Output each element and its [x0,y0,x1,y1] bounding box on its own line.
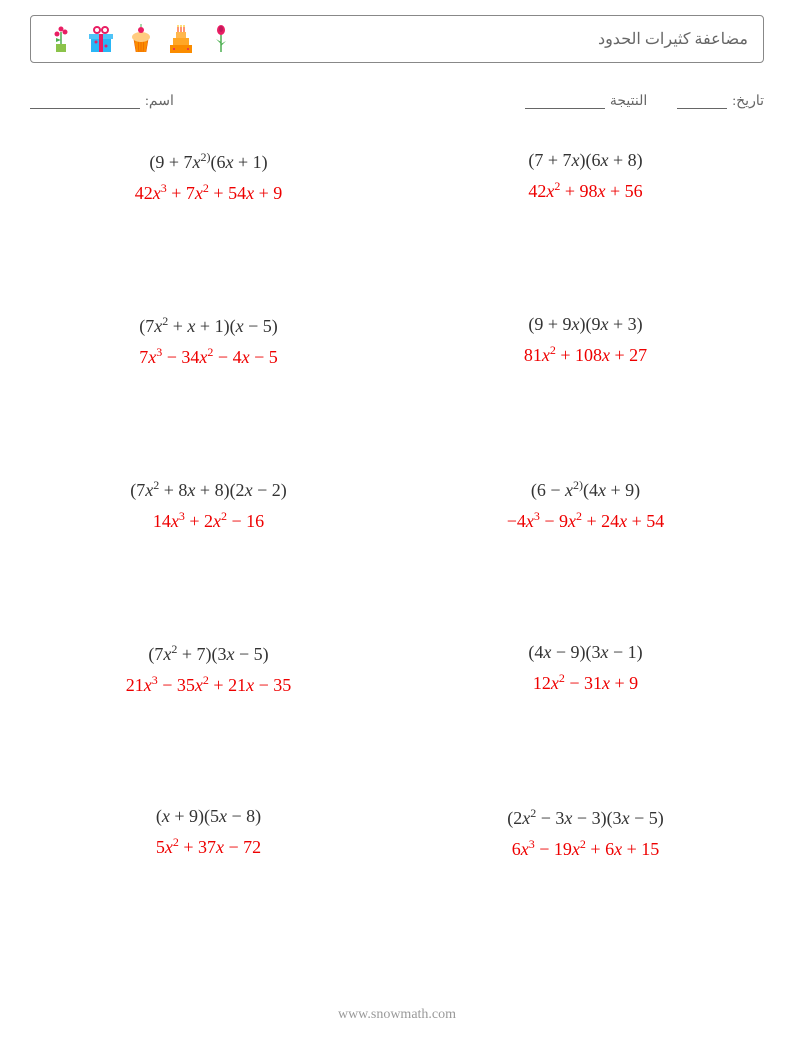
answer-4: 81x2 + 108x + 27 [417,343,754,366]
name-blank [30,95,140,109]
problem-6: (6 − x2)(4x + 9) −4x3 − 9x2 + 24x + 54 [417,478,754,532]
date-field: تاريخ: [677,93,764,110]
question-5: (7x2 + 8x + 8)(2x − 2) [40,478,377,501]
flower-pot-icon [46,24,76,54]
problem-10: (2x2 − 3x − 3)(3x − 5) 6x3 − 19x2 + 6x + … [417,806,754,860]
answer-5: 14x3 + 2x2 − 16 [40,509,377,532]
problem-1: (9 + 7x2)(6x + 1) 42x3 + 7x2 + 54x + 9 [40,150,377,204]
answer-10: 6x3 − 19x2 + 6x + 15 [417,837,754,860]
score-blank [525,95,605,109]
date-blank [677,95,727,109]
info-left: تاريخ: النتيجة [525,93,764,110]
problem-3: (7x2 + x + 1)(x − 5) 7x3 − 34x2 − 4x − 5 [40,314,377,368]
question-4: (9 + 9x)(9x + 3) [417,314,754,335]
problem-8: (4x − 9)(3x − 1) 12x2 − 31x + 9 [417,642,754,696]
problem-7: (7x2 + 7)(3x − 5) 21x3 − 35x2 + 21x − 35 [40,642,377,696]
footer: www.snowmath.com [0,1007,794,1023]
answer-9: 5x2 + 37x − 72 [40,835,377,858]
score-field: النتيجة [525,93,647,110]
problems-grid: (9 + 7x2)(6x + 1) 42x3 + 7x2 + 54x + 9 (7 … [30,150,764,860]
name-label: اسم: [145,93,174,110]
answer-1: 42x3 + 7x2 + 54x + 9 [40,181,377,204]
info-row: تاريخ: النتيجة اسم: [30,93,764,110]
answer-8: 12x2 − 31x + 9 [417,671,754,694]
question-10: (2x2 − 3x − 3)(3x − 5) [417,806,754,829]
question-6: (6 − x2)(4x + 9) [417,478,754,501]
footer-text: www.snowmath.com [338,1007,456,1022]
question-7: (7x2 + 7)(3x − 5) [40,642,377,665]
cake-icon [166,24,196,54]
answer-2: 42x2 + 98x + 56 [417,179,754,202]
question-2: (7 + 7x)(6x + 8) [417,150,754,171]
question-3: (7x2 + x + 1)(x − 5) [40,314,377,337]
problem-9: (x + 9)(5x − 8) 5x2 + 37x − 72 [40,806,377,860]
answer-3: 7x3 − 34x2 − 4x − 5 [40,345,377,368]
header-box: مضاعفة كثيرات الحدود [30,15,764,63]
name-field: اسم: [30,93,174,110]
worksheet-title: مضاعفة كثيرات الحدود [598,29,748,49]
header-icons [46,24,236,54]
question-1: (9 + 7x2)(6x + 1) [40,150,377,173]
answer-7: 21x3 − 35x2 + 21x − 35 [40,673,377,696]
answer-6: −4x3 − 9x2 + 24x + 54 [417,509,754,532]
rose-icon [206,24,236,54]
problem-4: (9 + 9x)(9x + 3) 81x2 + 108x + 27 [417,314,754,368]
gift-icon [86,24,116,54]
problem-2: (7 + 7x)(6x + 8) 42x2 + 98x + 56 [417,150,754,204]
score-label: النتيجة [610,93,647,110]
problem-5: (7x2 + 8x + 8)(2x − 2) 14x3 + 2x2 − 16 [40,478,377,532]
date-label: تاريخ: [732,93,764,110]
question-8: (4x − 9)(3x − 1) [417,642,754,663]
cupcake-icon [126,24,156,54]
question-9: (x + 9)(5x − 8) [40,806,377,827]
